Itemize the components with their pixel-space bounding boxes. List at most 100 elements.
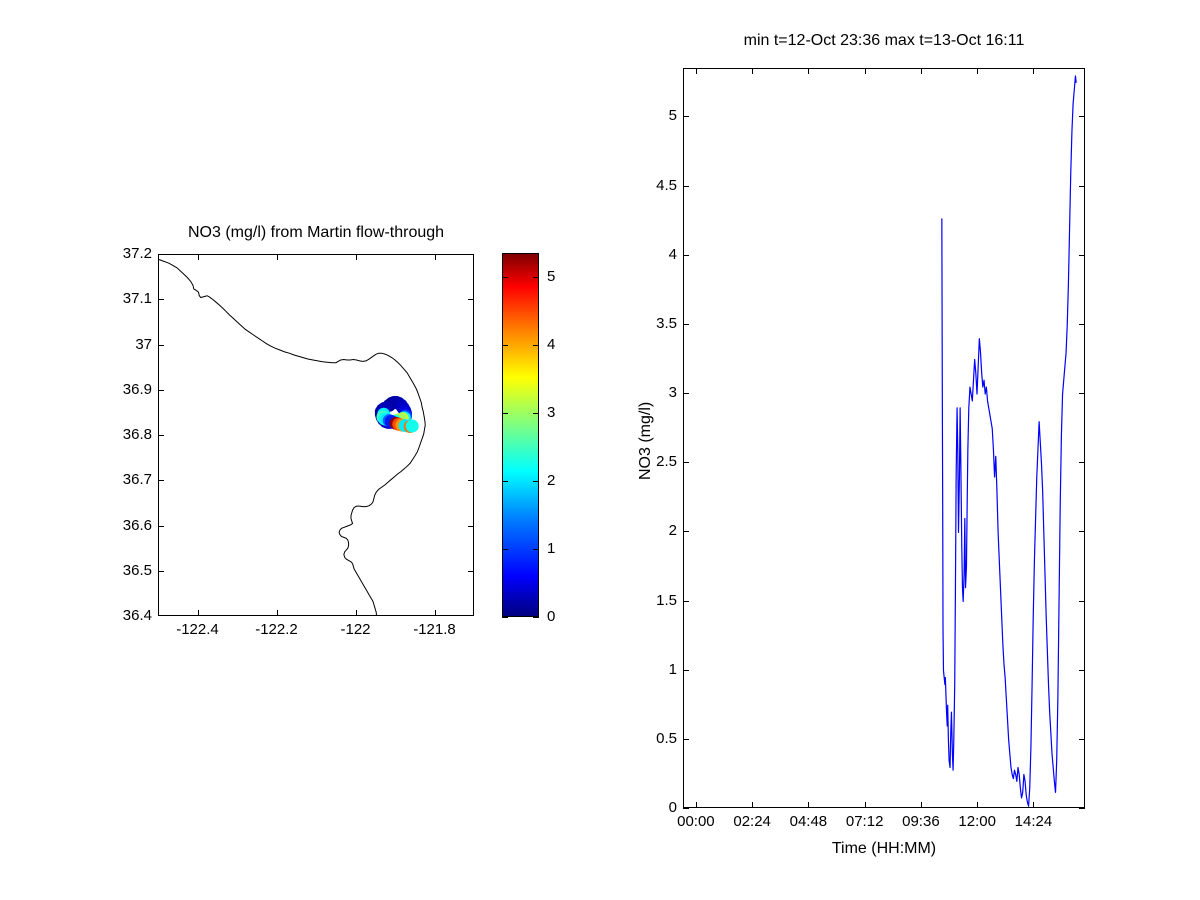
map-title: NO3 (mg/l) from Martin flow-through xyxy=(187,224,445,241)
timeseries-y-tick-mark xyxy=(1079,393,1085,395)
map-y-tick-mark xyxy=(468,344,474,346)
timeseries-x-tick-mark xyxy=(695,802,697,808)
timeseries-plot-svg xyxy=(941,75,1077,807)
map-y-tick-mark xyxy=(468,525,474,527)
timeseries-y-tick-mark xyxy=(683,254,689,256)
timeseries-y-tick-label: 0 xyxy=(668,799,677,816)
map-y-tick-mark xyxy=(468,435,474,436)
timeseries-y-tick-mark xyxy=(1079,808,1085,809)
map-y-tick-mark xyxy=(158,389,164,391)
timeseries-y-tick-mark xyxy=(1079,462,1085,464)
map-y-tick-label: 36.8 xyxy=(122,426,152,443)
colorbar[interactable] xyxy=(502,253,539,617)
colorbar-tick-mark xyxy=(502,548,508,550)
map-y-tick-mark xyxy=(158,480,164,482)
colorbar-tick-label: 3 xyxy=(547,403,556,421)
map-x-tick-mark xyxy=(197,254,199,260)
colorbar-tick-mark xyxy=(533,412,539,414)
colorbar-tick-mark xyxy=(502,480,508,482)
colorbar-tick-mark xyxy=(533,548,539,550)
timeseries-y-tick-label: 1 xyxy=(668,660,677,678)
timeseries-x-tick-mark xyxy=(752,68,754,74)
map-y-tick-mark xyxy=(158,525,164,527)
timeseries-x-tick-label: 04:48 xyxy=(789,813,828,830)
map-y-tick-mark xyxy=(158,299,164,301)
timeseries-y-tick-mark xyxy=(683,393,689,395)
colorbar-tick-mark xyxy=(502,412,508,414)
timeseries-y-tick-mark xyxy=(683,738,689,740)
timeseries-x-tick-mark xyxy=(1033,68,1035,74)
timeseries-x-tick-mark xyxy=(864,802,866,808)
timeseries-x-tick-label: 07:12 xyxy=(845,813,884,830)
timeseries-y-tick-mark xyxy=(1079,185,1085,187)
map-x-tick-label: -122 xyxy=(340,621,371,638)
timeseries-x-tick-label: 09:36 xyxy=(902,813,940,830)
timeseries-y-tick-mark xyxy=(1079,254,1085,256)
timeseries-x-tick-mark xyxy=(808,68,810,74)
timeseries-y-tick-mark xyxy=(683,462,689,464)
no3-timeseries-line xyxy=(941,75,1077,807)
map-y-tick-label: 37 xyxy=(135,335,152,353)
map-x-tick-mark xyxy=(197,610,199,616)
map-y-tick-label: 36.7 xyxy=(122,471,152,489)
timeseries-y-tick-label: 4 xyxy=(668,245,677,263)
timeseries-x-tick-mark xyxy=(920,68,922,74)
timeseries-x-tick-mark xyxy=(920,802,922,808)
timeseries-x-tick-label: 00:00 xyxy=(677,813,715,830)
map-x-tick-mark xyxy=(434,610,436,616)
map-x-tick-mark xyxy=(355,254,357,260)
timeseries-x-tick-label: 12:00 xyxy=(958,813,996,830)
colorbar-tick-label: 0 xyxy=(547,608,556,625)
map-x-tick-mark xyxy=(434,254,436,260)
timeseries-y-tick-label: 2.5 xyxy=(656,453,677,471)
map-y-tick-label: 36.5 xyxy=(122,561,152,579)
timeseries-axes[interactable] xyxy=(683,68,1085,808)
map-plot-svg xyxy=(159,259,426,615)
colorbar-tick-mark xyxy=(533,480,539,482)
map-x-tick-label: -121.8 xyxy=(413,621,456,638)
timeseries-title: min t=12-Oct 23:36 max t=13-Oct 16:11 xyxy=(743,32,1025,49)
colorbar-tick-label: 5 xyxy=(547,267,556,285)
map-y-tick-label: 36.4 xyxy=(122,607,152,624)
timeseries-y-tick-mark xyxy=(683,531,689,533)
map-y-tick-mark xyxy=(468,299,474,301)
timeseries-y-tick-mark xyxy=(683,600,689,602)
timeseries-x-tick-mark xyxy=(977,802,979,808)
colorbar-tick-label: 1 xyxy=(547,539,556,557)
timeseries-y-tick-mark xyxy=(683,116,689,118)
timeseries-y-tick-mark xyxy=(1079,669,1085,671)
colorbar-tick-label: 2 xyxy=(547,471,556,489)
map-y-tick-label: 37.2 xyxy=(122,245,152,262)
timeseries-y-tick-mark xyxy=(683,185,689,187)
map-y-tick-mark xyxy=(158,435,164,436)
colorbar-tick-mark xyxy=(533,344,539,346)
timeseries-y-tick-mark xyxy=(683,323,689,325)
map-y-tick-mark xyxy=(158,570,164,572)
timeseries-y-tick-label: 5 xyxy=(668,107,677,125)
map-y-tick-label: 36.9 xyxy=(122,380,152,398)
map-y-tick-label: 37.1 xyxy=(122,290,152,308)
map-y-tick-mark xyxy=(468,389,474,391)
colorbar-tick-label: 4 xyxy=(547,335,556,353)
map-y-tick-mark xyxy=(468,480,474,482)
timeseries-x-tick-label: 02:24 xyxy=(733,813,771,830)
map-y-tick-mark xyxy=(468,570,474,572)
map-y-tick-label: 36.6 xyxy=(122,516,152,534)
colorbar-tick-mark xyxy=(502,617,508,618)
colorbar-tick-mark xyxy=(502,276,508,278)
map-y-tick-mark xyxy=(158,344,164,346)
timeseries-x-tick-mark xyxy=(977,68,979,74)
timeseries-y-tick-label: 3 xyxy=(668,384,677,402)
timeseries-y-tick-mark xyxy=(1079,738,1085,740)
map-x-tick-mark xyxy=(276,610,278,616)
timeseries-y-tick-label: 0.5 xyxy=(656,729,677,747)
map-axes[interactable] xyxy=(158,254,474,616)
map-x-tick-mark xyxy=(276,254,278,260)
timeseries-x-axis-label: Time (HH:MM) xyxy=(831,840,937,857)
map-x-tick-label: -122.4 xyxy=(176,621,219,638)
timeseries-y-tick-label: 4.5 xyxy=(656,176,677,194)
timeseries-x-tick-mark xyxy=(695,68,697,74)
map-x-tick-label: -122.2 xyxy=(255,621,298,638)
timeseries-y-tick-mark xyxy=(1079,600,1085,602)
map-x-tick-mark xyxy=(355,610,357,616)
